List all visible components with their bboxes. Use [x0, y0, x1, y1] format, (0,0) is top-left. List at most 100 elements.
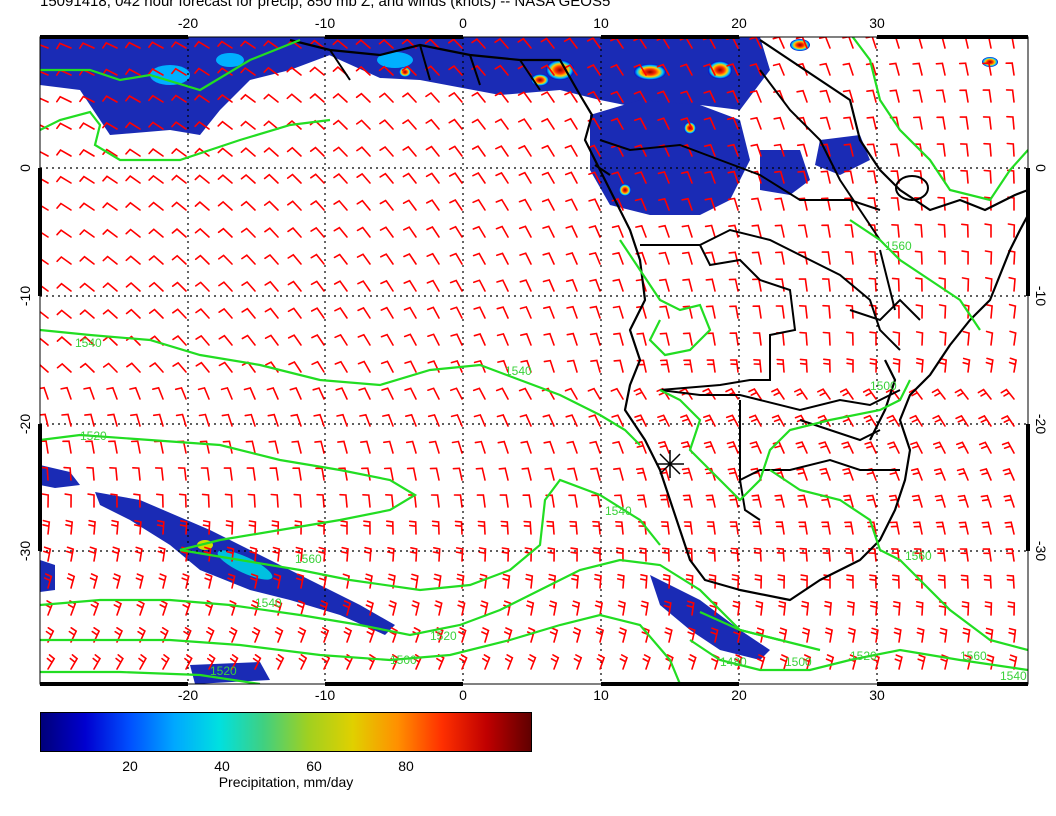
wind-barb	[659, 359, 670, 373]
wind-barb	[91, 627, 101, 643]
wind-barb	[126, 362, 141, 373]
wind-barb	[450, 387, 463, 400]
wind-barb	[380, 306, 394, 319]
wind-barb	[402, 199, 417, 211]
wind-barb	[593, 547, 601, 562]
wind-barb	[194, 147, 210, 157]
wind-barb	[590, 359, 601, 373]
coastlines	[289, 38, 1028, 602]
wind-barb	[932, 414, 946, 427]
wind-barb	[310, 200, 325, 211]
wind-barb	[958, 37, 969, 49]
wind-barb	[102, 68, 118, 76]
wind-barb	[748, 414, 762, 427]
wind-barb	[309, 146, 325, 157]
wind-barb	[40, 466, 49, 481]
wind-barb	[403, 306, 417, 319]
wind-barb	[102, 41, 118, 49]
wind-barb	[64, 493, 72, 508]
wind-barb	[455, 547, 464, 562]
wind-barb	[310, 226, 325, 238]
wind-barb	[796, 89, 808, 103]
wind-barb	[526, 600, 535, 616]
wind-barb	[729, 521, 739, 535]
wind-barb	[339, 493, 348, 508]
wind-barb	[915, 277, 923, 292]
contour-label: 1500	[785, 655, 812, 669]
wind-barb	[386, 547, 395, 562]
wind-barb	[549, 600, 558, 616]
wind-barb	[549, 627, 559, 643]
wind-barb	[482, 654, 491, 670]
wind-barb	[156, 493, 164, 508]
wind-barb	[894, 654, 903, 670]
wind-barb	[983, 142, 992, 157]
contour-label: 1520	[850, 649, 877, 663]
wind-barb	[474, 440, 486, 454]
wind-barb	[540, 64, 555, 76]
wind-barb	[820, 197, 831, 211]
wind-barb	[823, 358, 831, 373]
wind-barb	[842, 467, 854, 481]
wind-barb	[133, 493, 141, 508]
wind-barb	[658, 197, 670, 211]
wind-barb	[915, 304, 924, 319]
wind-barb	[771, 387, 785, 400]
wind-barb	[109, 467, 118, 481]
wind-barb	[664, 627, 673, 643]
wind-barb	[864, 441, 877, 454]
wind-barb	[89, 573, 99, 589]
wind-barb	[251, 600, 260, 616]
wind-barb	[380, 360, 394, 373]
wind-barb	[541, 91, 555, 103]
wind-barb	[449, 198, 463, 211]
wind-barb	[379, 226, 394, 238]
wind-barb	[473, 413, 486, 427]
wind-barb	[149, 362, 164, 373]
wind-barb	[148, 201, 164, 211]
wind-barb	[564, 387, 578, 400]
wind-barb	[985, 330, 994, 346]
wind-barb	[355, 92, 371, 103]
wind-barb	[240, 120, 256, 130]
wind-barb	[65, 546, 75, 562]
wind-barb	[359, 413, 371, 427]
wind-barb	[657, 414, 670, 427]
wind-barb	[498, 467, 509, 481]
wind-barb	[111, 519, 119, 535]
lat-label-right: -10	[1033, 286, 1049, 306]
wind-barb	[757, 654, 766, 670]
wind-barb	[292, 467, 302, 481]
wind-barb	[197, 386, 210, 400]
wind-barb	[102, 228, 118, 238]
wind-barb	[703, 63, 716, 76]
wind-barb	[264, 227, 279, 238]
wind-barb	[42, 519, 51, 535]
wind-barb	[772, 37, 785, 49]
wind-barb	[587, 63, 601, 76]
wind-barb	[846, 574, 854, 589]
wind-barb	[148, 308, 164, 319]
wind-barb	[633, 90, 647, 103]
wind-barb	[798, 521, 808, 535]
wind-barb	[984, 223, 992, 238]
wind-barb	[890, 197, 900, 211]
wind-barb	[519, 414, 532, 427]
wind-barb	[79, 362, 95, 373]
wind-barb	[615, 521, 624, 535]
wind-barb	[542, 225, 555, 238]
wind-barb	[501, 547, 510, 562]
wind-barb	[774, 224, 785, 238]
wind-barb	[819, 467, 831, 481]
wind-barb	[961, 601, 970, 616]
wind-barb	[982, 548, 992, 562]
wind-barb	[933, 441, 946, 454]
wind-barb	[984, 250, 993, 265]
wind-barb	[518, 198, 532, 211]
wind-barb	[250, 573, 259, 589]
wind-barb	[404, 387, 417, 400]
wind-barb	[962, 357, 971, 373]
wind-barb	[915, 357, 924, 373]
wind-barb	[569, 520, 578, 535]
wind-barb	[640, 600, 649, 616]
